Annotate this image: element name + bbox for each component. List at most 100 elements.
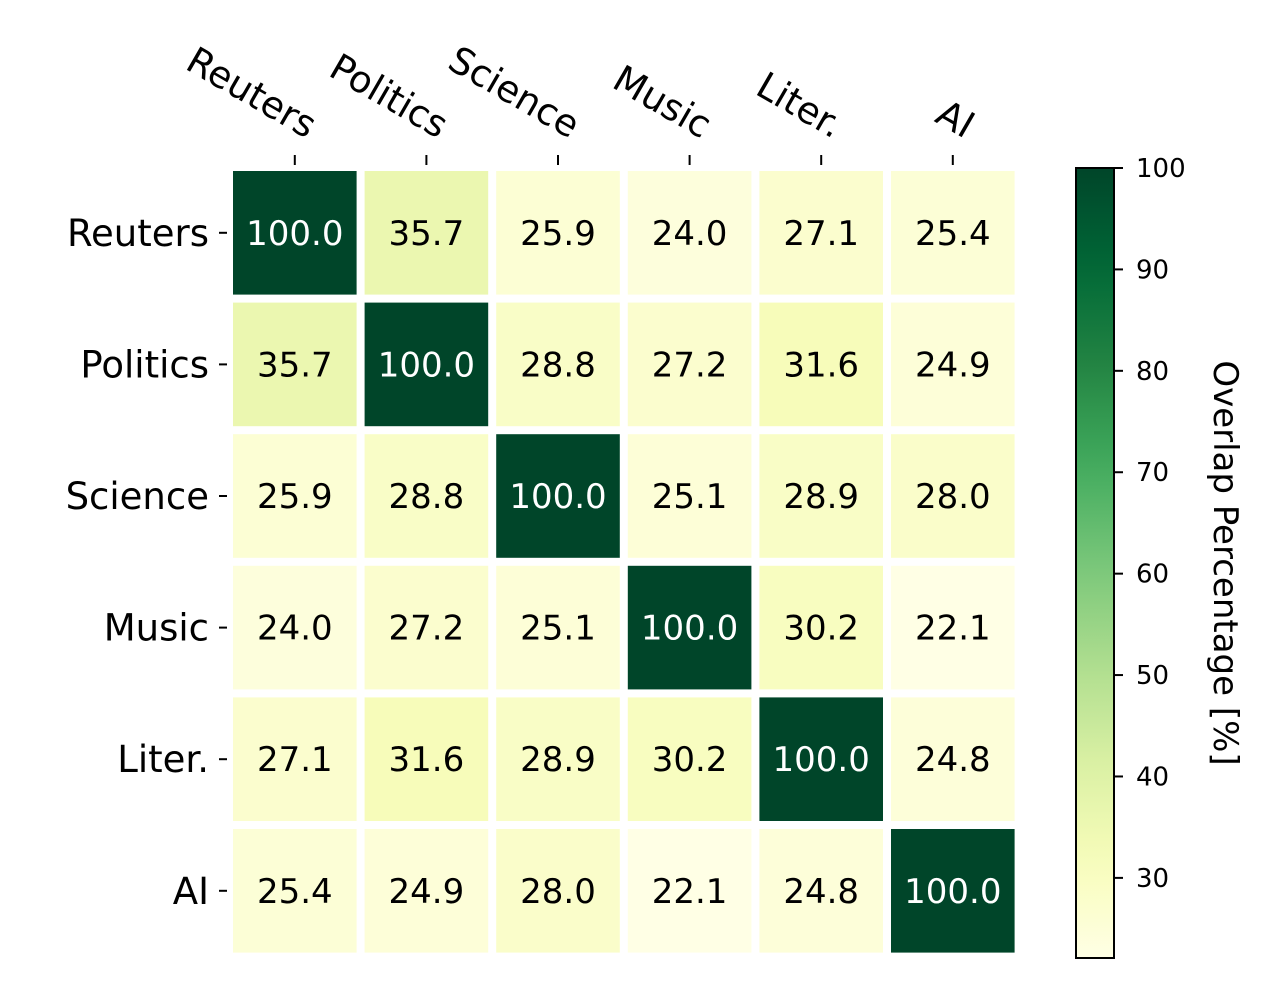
heatmap-cell: [627, 697, 752, 821]
colorbar: 30 40 50 60 70 80 90 100 Overlap Percentage [%]: [1075, 154, 1245, 959]
cell-value-label: 28.9: [783, 477, 859, 517]
cell-value-label: 30.2: [783, 609, 859, 649]
cell-value-label: 22.1: [915, 609, 991, 649]
cell-value-label: 24.8: [915, 740, 991, 780]
colorbar-tick-label: 70: [1136, 458, 1169, 488]
heatmap-cell: [233, 302, 357, 427]
column-label: Reuters: [179, 39, 324, 147]
row-label: Science: [66, 475, 209, 518]
column-label: AI: [929, 91, 982, 146]
column-label: Music: [606, 57, 719, 147]
heatmap-cell: [627, 171, 752, 295]
colorbar-ticks: 30 40 50 60 70 80 90 100: [1114, 154, 1186, 894]
heatmap-cell: [759, 171, 883, 295]
heatmap-cell: [233, 829, 357, 953]
heatmap-cell: [891, 697, 1015, 821]
heatmap-cell: [496, 565, 620, 690]
cell-value-label: 24.9: [389, 872, 465, 912]
heatmap-cell: [364, 697, 489, 821]
heatmap-cell: [364, 434, 489, 558]
cell-value-label: 28.9: [520, 740, 596, 780]
heatmap-cell: [364, 302, 489, 427]
heatmap-cell: [233, 565, 357, 690]
heatmap-cells: 100.0 35.7 25.9 24.0 27.1 25.4 35.7 100.0 28.8 27…: [233, 171, 1015, 953]
cell-value-label: 27.1: [783, 214, 859, 254]
cell-value-label: 24.0: [652, 214, 728, 254]
cell-value-label: 100.0: [773, 740, 870, 780]
cell-value-label: 31.6: [783, 345, 859, 385]
row-labels: Reuters Politics Science Music Liter. AI: [66, 212, 227, 913]
colorbar-tick-label: 100: [1136, 154, 1186, 184]
cell-value-label: 35.7: [257, 345, 333, 385]
heatmap-cell: [496, 302, 620, 427]
cell-value-label: 100.0: [509, 477, 606, 517]
heatmap-cell: [759, 829, 883, 953]
colorbar-title: Overlap Percentage [%]: [1205, 360, 1245, 765]
heatmap-cell: [233, 434, 357, 558]
cell-value-label: 24.0: [257, 609, 333, 649]
cell-value-label: 100.0: [641, 609, 738, 649]
heatmap-cell: [496, 171, 620, 295]
colorbar-tick-label: 90: [1136, 255, 1169, 285]
cell-value-label: 28.0: [520, 872, 596, 912]
cell-value-label: 24.8: [783, 872, 859, 912]
cell-value-label: 35.7: [389, 214, 465, 254]
heatmap-cell: [364, 829, 489, 953]
cell-value-label: 25.4: [915, 214, 991, 254]
row-label: Reuters: [67, 212, 209, 255]
cell-value-label: 27.1: [257, 740, 333, 780]
colorbar-tick-label: 60: [1136, 560, 1169, 590]
column-label: Liter.: [749, 64, 850, 147]
heatmap-cell: [891, 171, 1015, 295]
column-label: Science: [441, 38, 587, 147]
heatmap-cell: [364, 565, 489, 690]
cell-value-label: 30.2: [652, 740, 728, 780]
heatmap-cell: [627, 302, 752, 427]
cell-value-label: 25.9: [520, 214, 596, 254]
cell-value-label: 25.1: [652, 477, 728, 517]
cell-value-label: 28.0: [915, 477, 991, 517]
row-label: AI: [173, 870, 209, 913]
cell-value-label: 28.8: [389, 477, 465, 517]
heatmap-cell: [233, 171, 357, 295]
heatmap-cell: [627, 829, 752, 953]
heatmap-cell: [759, 565, 883, 690]
cell-value-label: 25.1: [520, 609, 596, 649]
cell-value-label: 27.2: [389, 609, 465, 649]
colorbar-tick-label: 40: [1136, 762, 1169, 792]
heatmap-cell: [496, 434, 620, 558]
column-label: Politics: [323, 45, 456, 147]
cell-value-label: 22.1: [652, 872, 728, 912]
heatmap-cell: [891, 302, 1015, 427]
row-label: Liter.: [117, 738, 209, 781]
cell-value-label: 100.0: [378, 345, 475, 385]
cell-value-label: 25.9: [257, 477, 333, 517]
cell-value-label: 31.6: [389, 740, 465, 780]
heatmap-cell: [627, 434, 752, 558]
heatmap-cell: [759, 302, 883, 427]
heatmap-cell: [759, 434, 883, 558]
heatmap-cell: [233, 697, 357, 821]
heatmap-cell: [759, 697, 883, 821]
colorbar-tick-label: 50: [1136, 661, 1169, 691]
cell-value-label: 27.2: [652, 345, 728, 385]
heatmap-cell: [496, 697, 620, 821]
row-label: Music: [104, 607, 209, 650]
heatmap-cell: [891, 829, 1015, 953]
heatmap-cell: [496, 829, 620, 953]
heatmap-cell: [364, 171, 489, 295]
colorbar-gradient: [1075, 167, 1115, 959]
cell-value-label: 28.8: [520, 345, 596, 385]
heatmap-cell: [891, 434, 1015, 558]
colorbar-tick-label: 30: [1136, 864, 1169, 894]
heatmap-cell: [627, 565, 752, 690]
heatmap-cell: [891, 565, 1015, 690]
colorbar-tick-label: 80: [1136, 357, 1169, 387]
cell-value-label: 25.4: [257, 872, 333, 912]
row-label: Politics: [80, 343, 209, 386]
cell-value-label: 24.9: [915, 345, 991, 385]
cell-value-label: 100.0: [904, 872, 1001, 912]
cell-value-label: 100.0: [246, 214, 343, 254]
